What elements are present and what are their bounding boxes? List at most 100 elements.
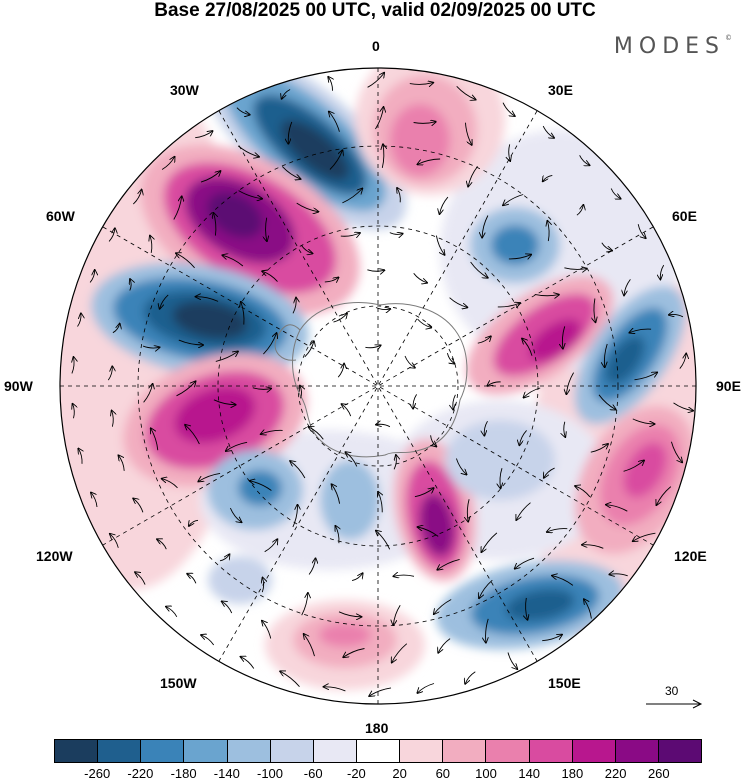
wind-vector-arrow (609, 574, 628, 576)
wind-vector-arrow (290, 461, 306, 479)
wind-vector-arrow (329, 112, 340, 132)
wind-vector-arrow (670, 441, 682, 463)
wind-vector-arrow (409, 83, 434, 85)
wind-vector-arrow (161, 157, 175, 170)
wind-vector-arrow (72, 357, 74, 374)
wind-vector-arrow (264, 539, 278, 553)
wind-vector-arrow (392, 643, 408, 663)
label-lon-60w: 60W (46, 208, 75, 224)
wind-vector-arrow (262, 271, 278, 282)
wind-vector-arrow (198, 472, 221, 481)
wind-vector-arrow (282, 166, 300, 180)
wind-vector-arrow (552, 576, 574, 586)
colorbar-tick-label: -180 (170, 766, 197, 781)
wind-vector-arrow (582, 545, 604, 549)
wind-vector-arrow (215, 351, 238, 362)
wind-vector-arrow (351, 573, 363, 582)
wind-vector-arrow (288, 121, 293, 144)
wind-vector-arrow (417, 158, 441, 164)
wind-vector-arrow (481, 532, 498, 552)
wind-vector-arrow (434, 599, 452, 615)
wind-vector-arrow (262, 578, 263, 593)
wind-vector-arrow (178, 339, 203, 345)
label-lon-0: 0 (372, 38, 380, 54)
wind-vector-arrow (252, 388, 271, 390)
wind-vector-arrow (468, 166, 478, 186)
brand-copyright: © (725, 34, 732, 42)
wind-vector-arrow (679, 354, 686, 369)
colorbar (54, 739, 702, 763)
wind-vector-arrow (301, 593, 308, 616)
wind-vector-arrow (280, 671, 300, 687)
wind-vector-arrow (229, 507, 241, 522)
map-title: Base 27/08/2025 00 UTC, valid 02/09/2025… (154, 0, 596, 21)
wind-vector-arrow (337, 364, 344, 378)
colorbar-cell (571, 740, 615, 762)
wind-vector-arrow (378, 492, 382, 513)
colorbar-cell (269, 740, 313, 762)
wind-vector-arrow (526, 597, 528, 620)
wind-vector-arrow (606, 505, 628, 512)
wind-vector-arrow (301, 245, 312, 253)
wind-vector-arrow (219, 554, 230, 562)
wind-vector-arrow (112, 411, 114, 427)
colorbar-tick-label: 140 (518, 766, 541, 781)
wind-vector-arrow (394, 455, 396, 470)
colorbar-tick-label: -100 (256, 766, 284, 781)
wind-vector-arrow (187, 574, 197, 584)
wind-vector-arrow (430, 435, 437, 446)
antarctica-coast (292, 302, 468, 458)
wind-vector-arrow (343, 648, 365, 658)
wind-vector-arrow (308, 427, 324, 440)
wind-vector-arrow (534, 294, 559, 295)
wind-vector-arrow (226, 441, 248, 451)
wind-vector-arrow (404, 355, 415, 368)
wind-vector-arrow (497, 303, 520, 307)
wind-vector-arrow (196, 297, 219, 302)
label-lon-90e: 90E (716, 378, 741, 394)
wind-vector-arrow (467, 499, 469, 521)
wind-vector-arrow (564, 268, 586, 270)
colorbar-tick-label: 180 (561, 766, 584, 781)
wind-vector-arrow (601, 242, 612, 251)
wind-vector-arrow (342, 404, 352, 417)
wind-vector-arrow (579, 155, 590, 165)
label-lon-30e: 30E (548, 82, 573, 98)
wind-vector-arrow (135, 572, 146, 585)
wind-vector-arrow (456, 85, 476, 99)
wind-vector-arrow (143, 384, 153, 403)
wind-vector-arrow (477, 336, 491, 344)
wind-vector-arrow (369, 687, 392, 696)
wind-vectors (72, 73, 693, 696)
wind-vector-arrow (214, 213, 216, 236)
wind-vector-arrow (669, 314, 684, 316)
wind-vector-arrow (547, 221, 549, 242)
wind-vector-arrow (437, 558, 460, 569)
wind-vector-arrow (365, 345, 380, 347)
wind-vector-arrow (449, 297, 468, 308)
wind-vector-arrow (418, 527, 439, 537)
colorbar-cell (140, 740, 184, 762)
wind-vector-arrow (482, 215, 489, 238)
wind-vector-arrow (176, 253, 195, 269)
wind-vector-arrow (623, 460, 645, 472)
colorbar-cell (614, 740, 658, 762)
colorbar-tick-label: 100 (475, 766, 497, 781)
wind-vector-arrow (166, 607, 178, 618)
wind-vector-arrow (413, 394, 417, 408)
wind-vector-arrow (547, 529, 568, 532)
wind-vector-arrow (414, 488, 434, 498)
wind-vector-arrow (173, 196, 182, 220)
wind-vector-arrow (633, 532, 656, 541)
label-lon-150e: 150E (548, 675, 581, 691)
colorbar-tick-label: -220 (127, 766, 154, 781)
wind-vector-arrow (575, 486, 591, 498)
wind-vector-arrow (435, 235, 444, 255)
wind-vector-arrow (263, 333, 276, 355)
colorbar-cell (657, 740, 702, 762)
wind-vector-arrow (465, 671, 476, 684)
wind-vector-arrow (107, 366, 112, 381)
wind-vector-arrow (566, 372, 574, 395)
wind-vector-arrow (241, 302, 244, 325)
wind-vector-arrow (328, 77, 332, 91)
